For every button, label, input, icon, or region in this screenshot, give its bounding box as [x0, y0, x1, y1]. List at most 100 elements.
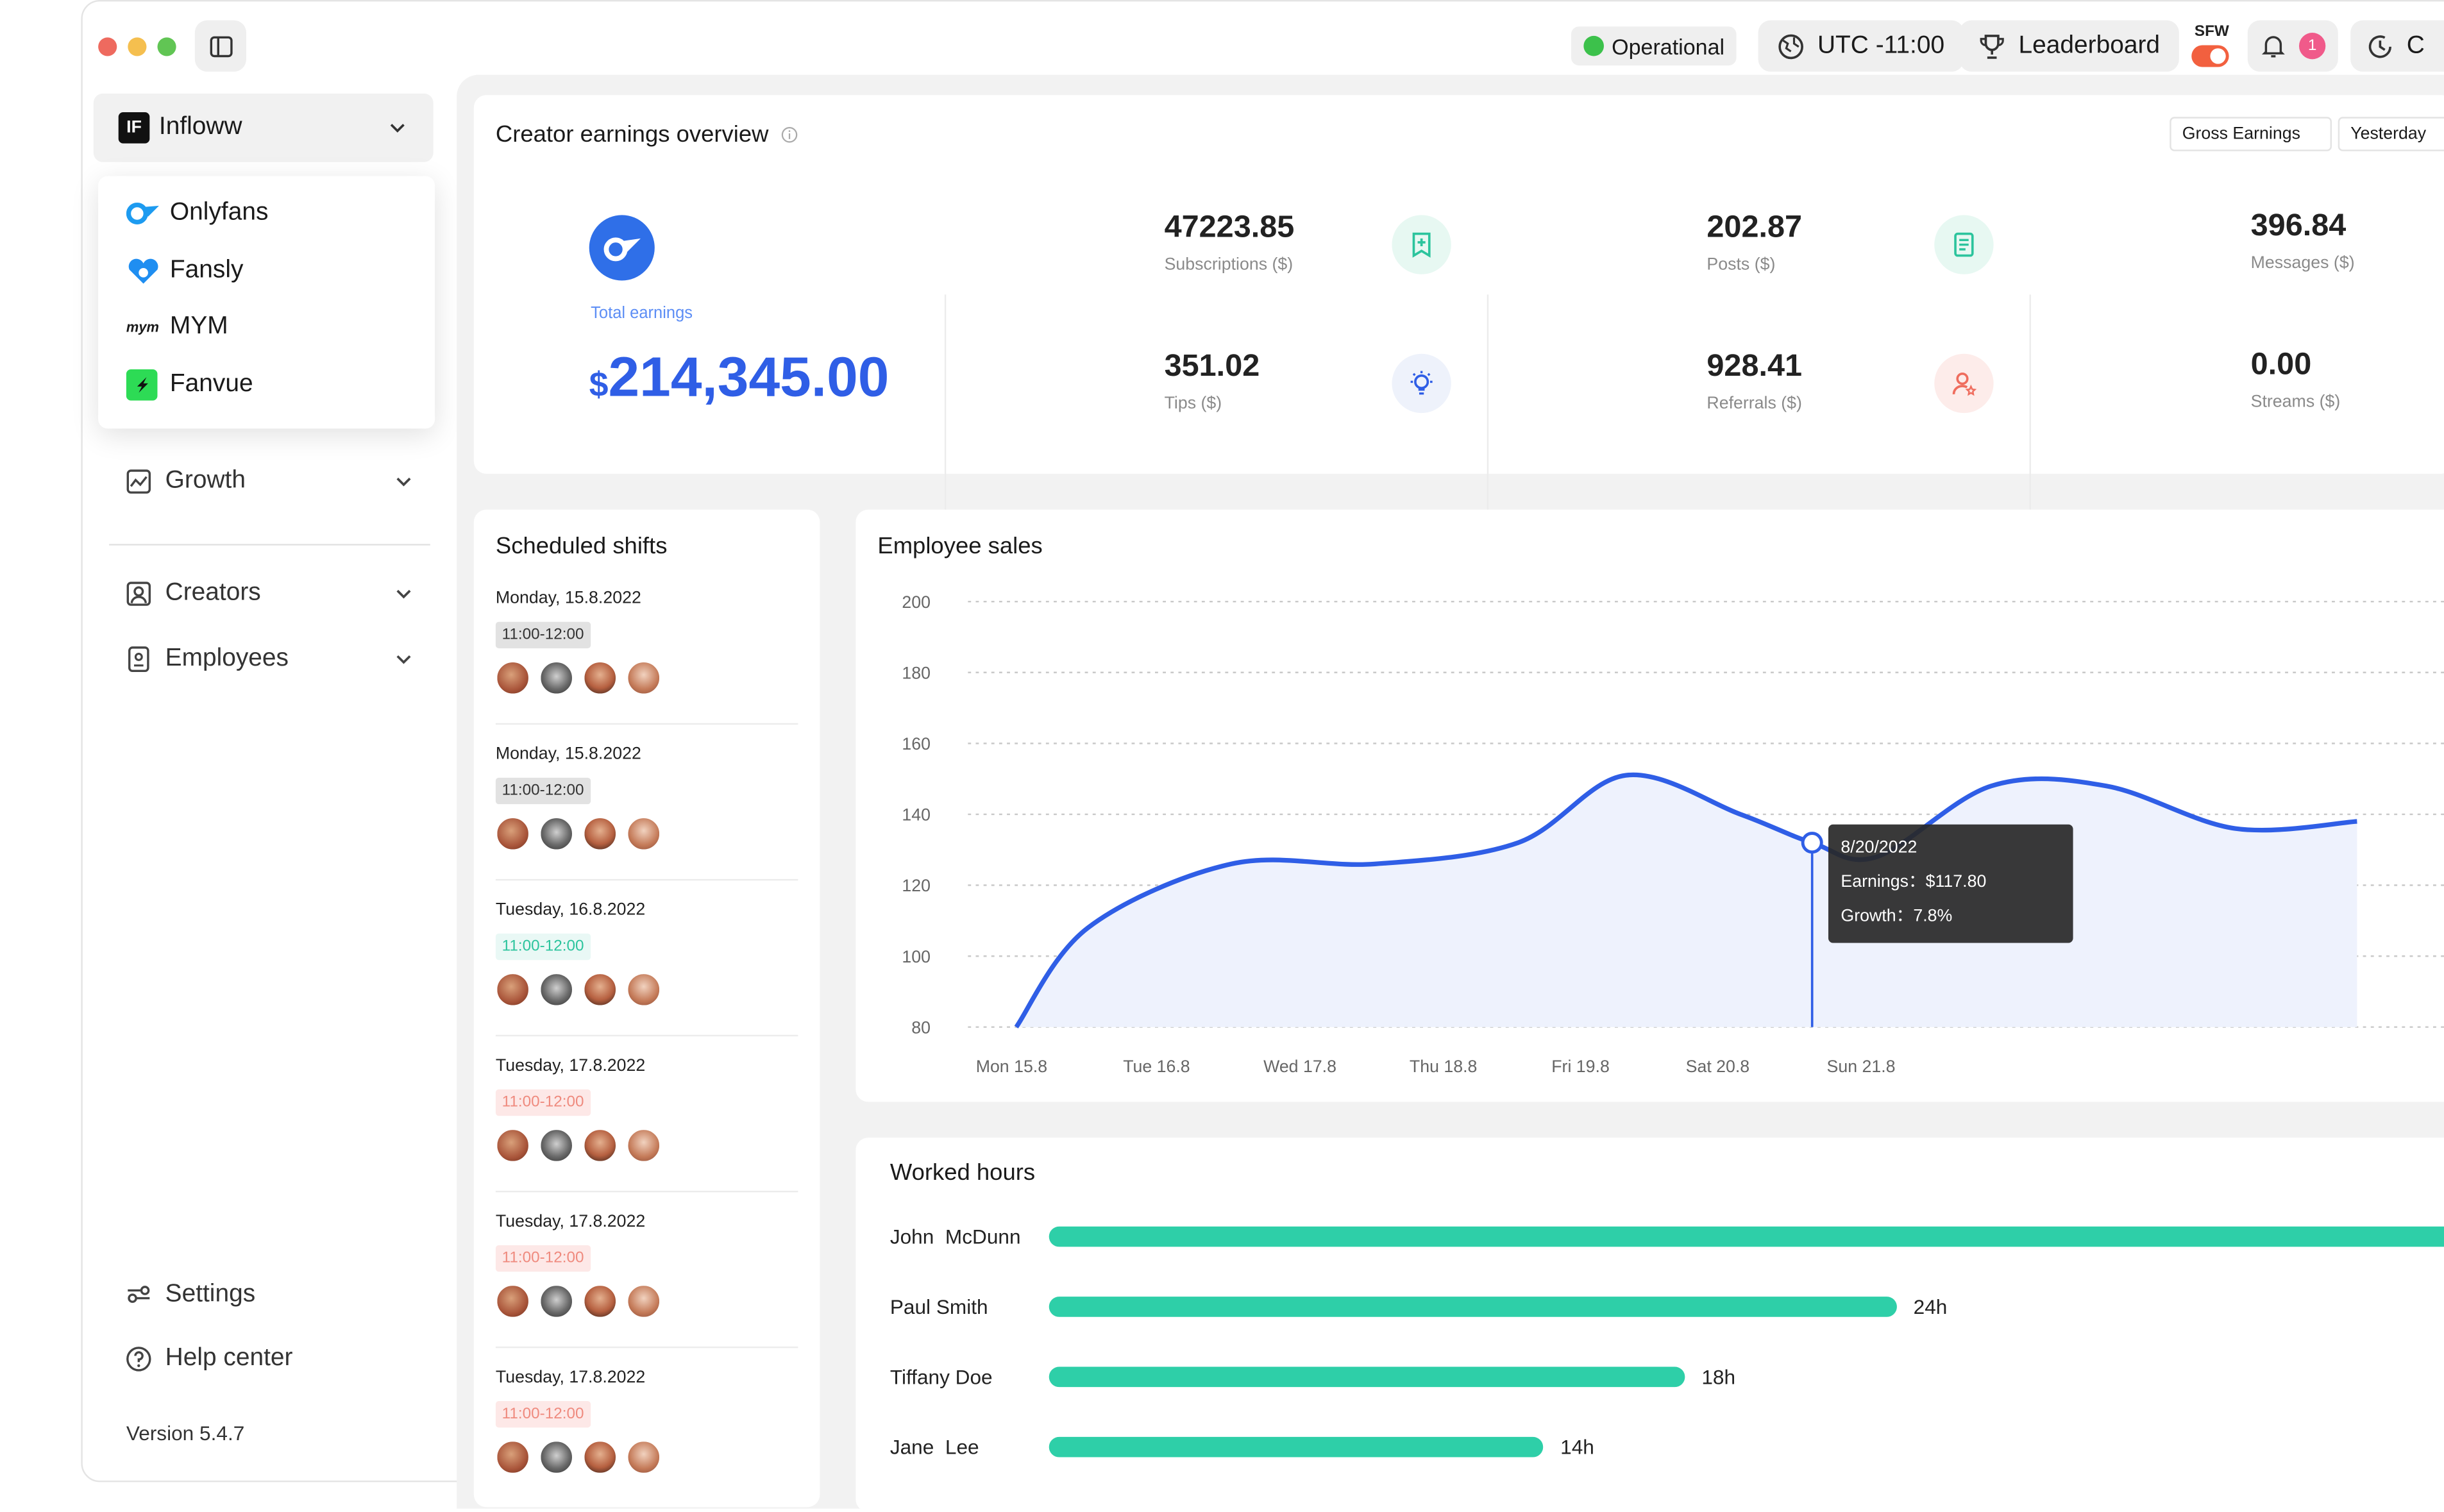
clock-icon — [2368, 35, 2391, 58]
shift-date: Tuesday, 17.8.2022 — [495, 1212, 646, 1232]
mym-icon: mym — [126, 319, 159, 336]
avatar[interactable] — [539, 1128, 574, 1163]
leaderboard-button[interactable]: Leaderboard — [1959, 20, 2179, 72]
avatar[interactable] — [627, 816, 661, 852]
zoom-window-button[interactable] — [157, 37, 176, 56]
avatar[interactable] — [539, 816, 574, 852]
shift-item[interactable]: Monday, 15.8.2022 11:00-12:00 — [495, 589, 798, 696]
sales-line — [1014, 772, 2357, 1029]
y-tick-label: 200 — [902, 592, 931, 612]
y-tick-label: 80 — [911, 1018, 931, 1037]
agency-selector[interactable]: IF Infloww — [93, 93, 434, 162]
avatar[interactable] — [539, 972, 574, 1007]
referrals-label: Referrals ($) — [1707, 394, 1802, 414]
chevron-down-icon — [396, 589, 411, 599]
user-star-icon — [1934, 353, 1994, 414]
chart-tooltip: 8/20/2022 Earnings：$117.80 Growth：7.8% — [1828, 824, 2073, 943]
notifications-button[interactable]: 1 — [2247, 20, 2338, 72]
tooltip-earnings: Earnings：$117.80 — [1841, 873, 1987, 892]
sidebar-item-employees[interactable]: Employees — [124, 645, 414, 673]
avatar[interactable] — [627, 660, 661, 696]
sfw-switch[interactable] — [2191, 45, 2229, 67]
shift-item[interactable]: Tuesday, 17.8.2022 11:00-12:00 — [495, 1057, 798, 1163]
shift-item[interactable]: Tuesday, 17.8.2022 11:00-12:00 — [495, 1212, 798, 1319]
platform-item-onlyfans[interactable]: Onlyfans — [98, 185, 435, 242]
stat-divider — [944, 294, 947, 521]
y-tick-label: 100 — [902, 947, 931, 966]
tips-label: Tips ($) — [1164, 394, 1222, 414]
y-tick-label: 180 — [902, 663, 931, 682]
avatar[interactable] — [495, 660, 530, 696]
x-tick-label: Sat 20.8 — [1686, 1057, 1750, 1076]
sfw-label: SFW — [2194, 23, 2229, 41]
settings-link[interactable]: Settings — [124, 1281, 414, 1309]
sales-area — [1016, 775, 2357, 1027]
chevron-down-icon — [396, 477, 411, 487]
shift-item[interactable]: Monday, 15.8.2022 11:00-12:00 — [495, 745, 798, 852]
earnings-overview-card: Creator earnings overview Gross Earnings… — [473, 95, 2444, 521]
platform-item-mym[interactable]: mym MYM — [126, 314, 228, 340]
shift-date: Tuesday, 17.8.2022 — [495, 1368, 646, 1388]
avatar[interactable] — [627, 1284, 661, 1319]
avatar[interactable] — [495, 972, 530, 1007]
avatar[interactable] — [539, 1440, 574, 1475]
info-icon — [781, 126, 798, 143]
shift-item[interactable]: Tuesday, 16.8.2022 11:00-12:00 — [495, 901, 798, 1007]
avatar[interactable] — [495, 1440, 530, 1475]
x-tick-label: Thu 18.8 — [1410, 1057, 1477, 1076]
shift-divider — [495, 1034, 798, 1037]
sfw-toggle[interactable]: SFW — [2191, 23, 2232, 67]
avatar[interactable] — [583, 1284, 618, 1319]
x-tick-label: Fri 19.8 — [1551, 1057, 1610, 1076]
avatar[interactable] — [495, 816, 530, 852]
x-tick-label: Wed 17.8 — [1263, 1057, 1336, 1076]
avatar[interactable] — [583, 1440, 618, 1475]
sidebar-item-growth[interactable]: Growth — [124, 467, 414, 496]
onlyfans-logo-icon — [589, 215, 655, 281]
status-pill[interactable]: Operational — [1571, 26, 1737, 66]
platform-item-fanvue[interactable]: Fanvue — [98, 356, 435, 413]
avatar[interactable] — [583, 816, 618, 852]
chart-icon — [126, 469, 151, 494]
shift-avatars — [495, 1128, 798, 1163]
avatar[interactable] — [583, 660, 618, 696]
subscriptions-value: 47223.85 — [1164, 210, 1295, 245]
help-icon — [126, 1347, 151, 1372]
worked-hours-bar — [1049, 1366, 1685, 1386]
avatar[interactable] — [627, 1128, 661, 1163]
y-tick-label: 120 — [902, 876, 931, 895]
minimize-window-button[interactable] — [128, 37, 147, 56]
help-center-link[interactable]: Help center — [124, 1345, 414, 1373]
sidebar-item-creators[interactable]: Creators — [124, 580, 414, 608]
avatar[interactable] — [495, 1284, 530, 1319]
employee-sales-chart: 200 180 160 140 120 100 80 Mon 15.8 Tue 16.8 Wed … — [902, 592, 2444, 1076]
shift-item[interactable]: Tuesday, 17.8.2022 11:00-12:00 — [495, 1368, 798, 1475]
timezone-button[interactable]: UTC -11:00 — [1758, 20, 1964, 72]
settings-icon — [128, 1286, 150, 1303]
hover-point — [1801, 832, 1823, 854]
history-button[interactable]: C — [2350, 20, 2444, 72]
sidebar-icon — [209, 35, 232, 56]
platform-item-fansly[interactable]: Fansly — [98, 242, 435, 299]
worked-hours-title: Worked hours — [889, 1159, 1036, 1186]
shift-avatars — [495, 660, 798, 696]
avatar[interactable] — [539, 1284, 574, 1319]
avatar[interactable] — [539, 660, 574, 696]
x-tick-label: Mon 15.8 — [976, 1057, 1047, 1076]
scheduled-shifts-card: Scheduled shifts Monday, 15.8.2022 11:00-… — [473, 509, 820, 1508]
avatar[interactable] — [583, 1128, 618, 1163]
shift-divider — [495, 1190, 798, 1193]
sidebar-toggle-button[interactable] — [194, 20, 247, 72]
worked-hours-value: 24h — [1913, 1294, 1948, 1318]
period-select[interactable]: Yesterday — [2338, 117, 2444, 151]
tooltip-growth: Growth：7.8% — [1841, 907, 1953, 926]
x-tick-label: Tue 16.8 — [1123, 1057, 1190, 1076]
globe-icon — [1778, 33, 1803, 59]
version-label: Version 5.4.7 — [126, 1421, 245, 1445]
close-window-button[interactable] — [98, 37, 117, 56]
avatar[interactable] — [495, 1128, 530, 1163]
avatar[interactable] — [583, 972, 618, 1007]
avatar[interactable] — [627, 972, 661, 1007]
gross-earnings-select[interactable]: Gross Earnings — [2170, 117, 2332, 151]
avatar[interactable] — [627, 1440, 661, 1475]
